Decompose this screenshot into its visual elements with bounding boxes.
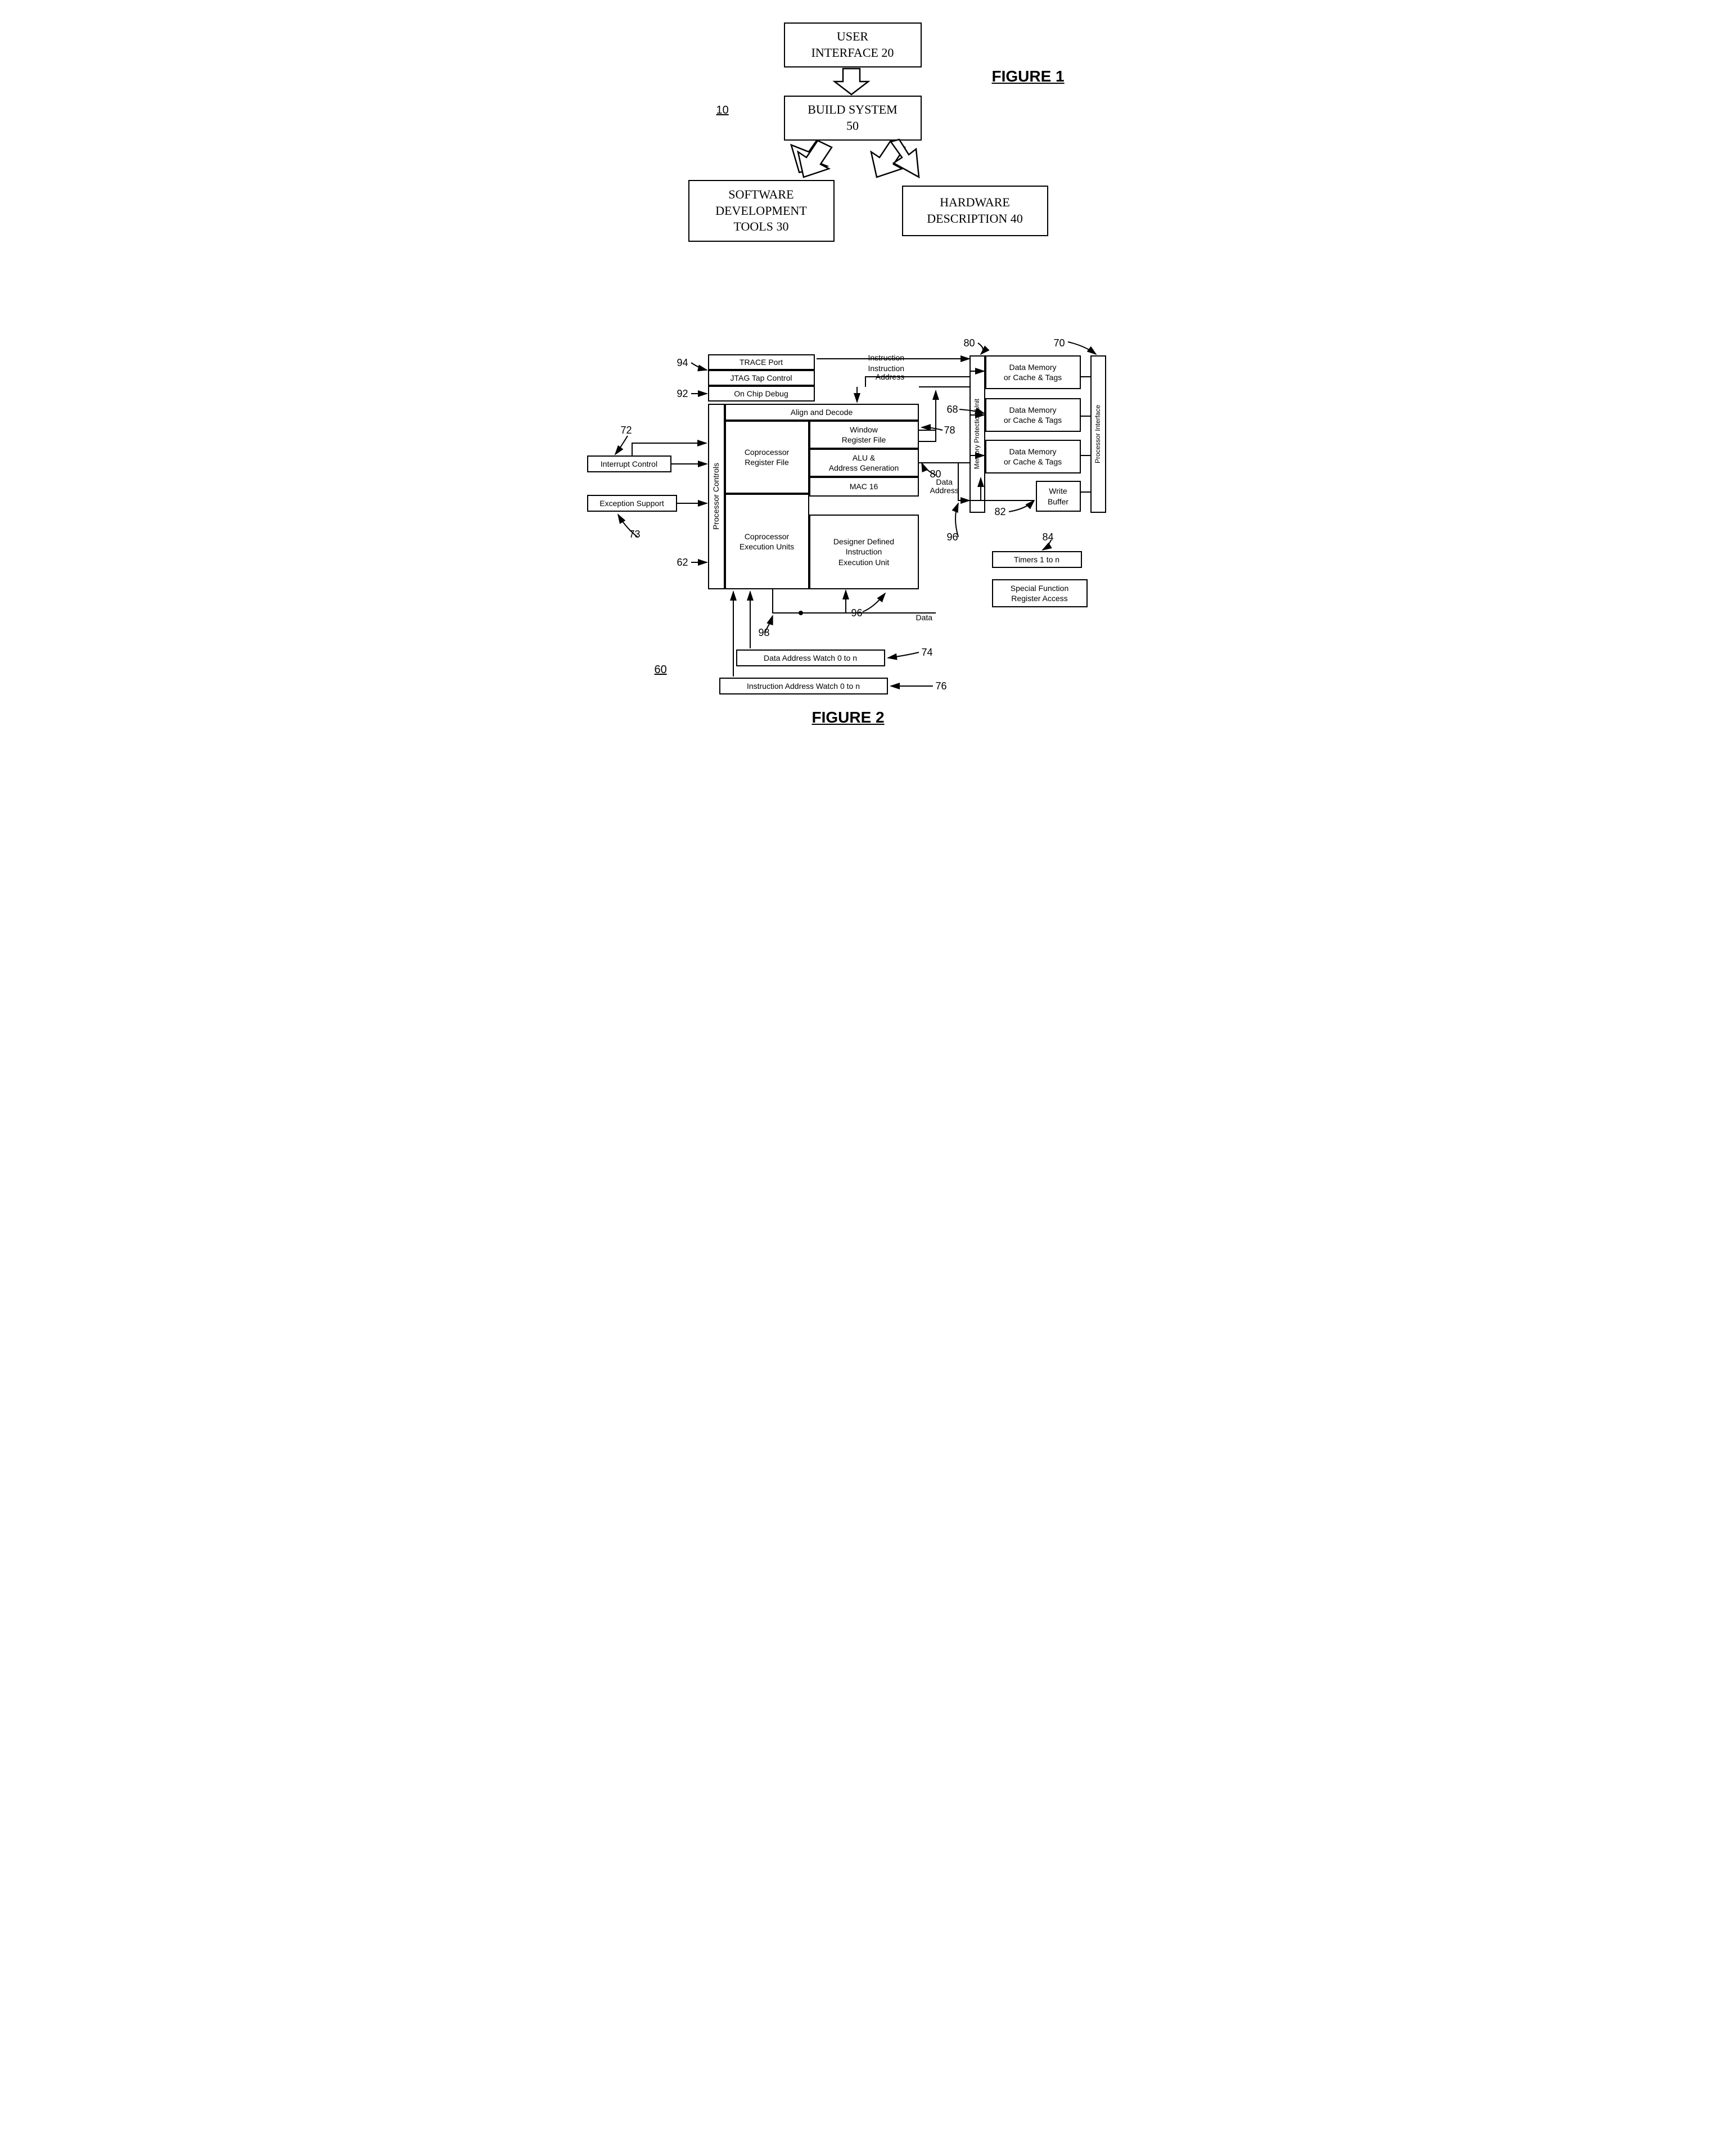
- box-interrupt-control: Interrupt Control: [587, 455, 671, 472]
- label-processor-controls: Processor Controls: [711, 463, 721, 530]
- figure2-title: FIGURE 2: [812, 709, 885, 727]
- box-data-addr-watch: Data Address Watch 0 to n: [736, 649, 885, 666]
- figure-2: Interrupt Control Exception Support Proc…: [587, 315, 1149, 754]
- callout-80a: 80: [964, 337, 975, 349]
- callout-76: 76: [936, 680, 947, 692]
- box-data-mem-1: Data Memory or Cache & Tags: [985, 355, 1081, 389]
- callout-82: 82: [995, 506, 1006, 518]
- callout-70: 70: [1054, 337, 1065, 349]
- box-align-decode: Align and Decode: [725, 404, 919, 421]
- callout-84: 84: [1043, 531, 1054, 543]
- box-user-interface: USER INTERFACE 20: [784, 22, 922, 67]
- box-hw-desc: HARDWARE DESCRIPTION 40: [902, 186, 1048, 236]
- callout-96a: 96: [947, 531, 958, 543]
- callout-78: 78: [944, 425, 955, 436]
- callout-94: 94: [677, 357, 688, 369]
- callout-68: 68: [947, 404, 958, 416]
- callout-74: 74: [922, 647, 933, 658]
- box-jtag: JTAG Tap Control: [708, 370, 815, 386]
- box-processor-controls: Processor Controls: [708, 404, 725, 589]
- callout-80b: 80: [930, 468, 941, 480]
- box-ddieu: Designer Defined Instruction Execution U…: [809, 515, 919, 589]
- label-data-addr: Data Address: [930, 478, 959, 495]
- box-data-mem-3: Data Memory or Cache & Tags: [985, 440, 1081, 473]
- box-write-buffer: Write Buffer: [1036, 481, 1081, 512]
- ref-10: 10: [716, 104, 729, 117]
- box-alu: ALU & Address Generation: [809, 449, 919, 477]
- figure1-title: FIGURE 1: [992, 67, 1065, 85]
- callout-96b: 96: [851, 607, 863, 619]
- label-instruction: Instruction: [868, 353, 905, 362]
- label-data: Data: [916, 613, 933, 622]
- box-exception-support: Exception Support: [587, 495, 677, 512]
- callout-62: 62: [677, 557, 688, 569]
- box-build-system: BUILD SYSTEM 50: [784, 96, 922, 141]
- box-inst-addr-watch: Instruction Address Watch 0 to n: [719, 678, 888, 694]
- box-mpu: Memory Protection Unit: [970, 355, 985, 513]
- box-coproc-exec: Coprocessor Execution Units: [725, 494, 809, 589]
- figure-1: USER INTERFACE 20 BUILD SYSTEM 50 SOFTWA…: [587, 22, 1149, 292]
- box-coproc-regfile: Coprocessor Register File: [725, 421, 809, 494]
- box-sfra: Special Function Register Access: [992, 579, 1088, 607]
- ref-60: 60: [655, 664, 667, 676]
- callout-73: 73: [629, 529, 641, 540]
- callout-98: 98: [759, 627, 770, 639]
- box-trace-port: TRACE Port: [708, 354, 815, 370]
- callout-92: 92: [677, 388, 688, 400]
- box-data-mem-2: Data Memory or Cache & Tags: [985, 398, 1081, 432]
- box-ocd: On Chip Debug: [708, 386, 815, 402]
- callout-72: 72: [621, 425, 632, 436]
- box-window-regfile: Window Register File: [809, 421, 919, 449]
- box-timers: Timers 1 to n: [992, 551, 1082, 568]
- box-sw-tools: SOFTWARE DEVELOPMENT TOOLS 30: [688, 180, 835, 242]
- box-proc-interface: Processor Interface: [1090, 355, 1106, 513]
- label-pi: Processor Interface: [1094, 405, 1103, 463]
- label-inst-addr: Instruction Address: [868, 364, 905, 382]
- label-mpu: Memory Protection Unit: [973, 399, 982, 469]
- box-mac16: MAC 16: [809, 477, 919, 497]
